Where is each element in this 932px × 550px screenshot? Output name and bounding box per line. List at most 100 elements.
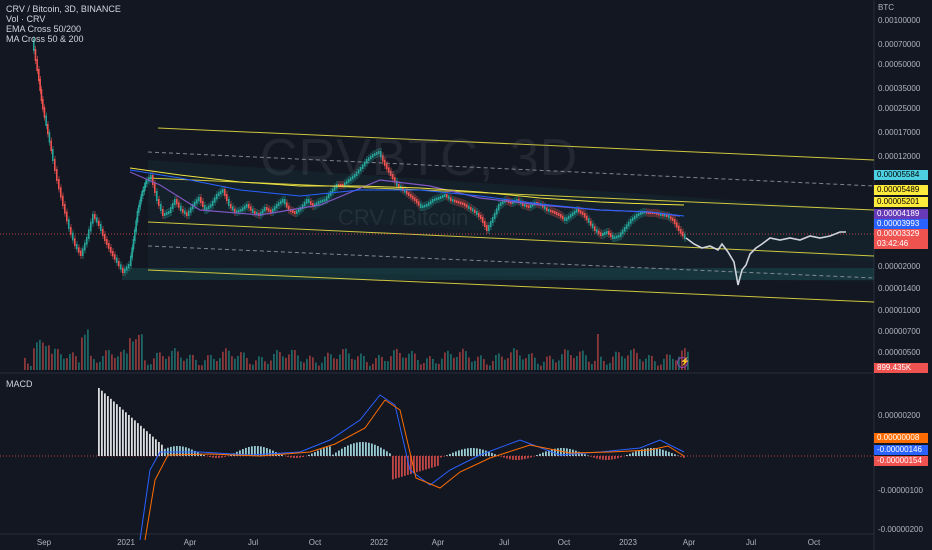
macd-hist-bar bbox=[632, 452, 634, 456]
volume-bar bbox=[285, 357, 287, 370]
macd-hist-bar bbox=[287, 456, 289, 457]
macd-hist-bar bbox=[395, 456, 397, 479]
price-axis-label: 0.00017000 bbox=[878, 128, 921, 137]
candle-body bbox=[214, 197, 216, 203]
macd-hist-bar bbox=[665, 450, 667, 456]
flash-icon[interactable]: ⚡ bbox=[677, 357, 690, 368]
candle-body bbox=[278, 202, 280, 206]
candle-body bbox=[328, 193, 330, 199]
candle-body bbox=[586, 215, 588, 221]
macd-hist-bar bbox=[473, 448, 475, 456]
macd-hist-bar bbox=[428, 456, 430, 469]
candle-body bbox=[166, 212, 168, 215]
volume-bar bbox=[192, 354, 194, 370]
macd-hist-bar bbox=[191, 449, 193, 456]
macd-hist-bar bbox=[173, 446, 175, 456]
candle-body bbox=[60, 187, 62, 198]
volume-bar bbox=[141, 334, 143, 370]
candle-body bbox=[33, 39, 35, 51]
volume-bar bbox=[42, 342, 44, 370]
volume-bar bbox=[174, 348, 176, 370]
volume-bar bbox=[534, 357, 536, 370]
macd-hist-bar bbox=[656, 448, 658, 456]
candle-body bbox=[272, 208, 274, 213]
candle-body bbox=[582, 211, 584, 215]
macd-hist-bar bbox=[641, 449, 643, 456]
candle-body bbox=[254, 211, 256, 214]
macd-hist-bar bbox=[644, 448, 646, 456]
legend-symbol[interactable]: CRV / Bitcoin, 3D, BINANCE bbox=[6, 4, 121, 14]
time-axis-label: Apr bbox=[432, 538, 445, 547]
macd-line-badge: -0.00000146 bbox=[874, 445, 928, 455]
volume-bar bbox=[573, 358, 575, 370]
macd-hist-bar bbox=[434, 456, 436, 467]
candle-body bbox=[158, 199, 160, 206]
macd-hist-bar bbox=[521, 456, 523, 460]
macd-hist-bar bbox=[302, 456, 304, 457]
candle-body bbox=[134, 229, 136, 241]
volume-bar bbox=[264, 361, 266, 370]
macd-hist-bar bbox=[335, 452, 337, 456]
volume-bar bbox=[180, 357, 182, 370]
candle-body bbox=[424, 204, 426, 208]
macd-hist-bar bbox=[461, 449, 463, 456]
macd-hist-bar bbox=[635, 451, 637, 456]
macd-hist-bar bbox=[389, 453, 391, 456]
macd-pane-label[interactable]: MACD bbox=[6, 379, 33, 389]
candle-body bbox=[152, 175, 154, 185]
candle-body bbox=[668, 215, 670, 219]
macd-hist-bar bbox=[476, 448, 478, 456]
volume-bar bbox=[120, 351, 122, 370]
candle-body bbox=[562, 215, 564, 220]
candle-body bbox=[290, 209, 292, 212]
price-axis-label: 0.00070000 bbox=[878, 40, 921, 49]
macd-hist-bar bbox=[452, 452, 454, 456]
macd-hist-bar bbox=[104, 393, 106, 456]
time-axis-label: Oct bbox=[558, 538, 571, 547]
candle-body bbox=[662, 214, 664, 217]
candle-body bbox=[144, 182, 147, 188]
macd-hist-bar bbox=[608, 456, 610, 460]
candle-body bbox=[334, 186, 336, 191]
candle-body bbox=[620, 232, 622, 237]
candle-body bbox=[598, 230, 600, 235]
macd-hist-bar bbox=[326, 447, 328, 456]
candle-body bbox=[524, 204, 526, 207]
candle-body bbox=[448, 195, 450, 200]
legend-volume[interactable]: Vol · CRV bbox=[6, 14, 46, 24]
volume-bar bbox=[24, 357, 26, 370]
legend-ema-cross[interactable]: EMA Cross 50/200 bbox=[6, 24, 82, 34]
candle-body bbox=[512, 201, 514, 204]
volume-bar bbox=[453, 357, 455, 370]
candle-body bbox=[288, 205, 290, 211]
legend-ma-cross[interactable]: MA Cross 50 & 200 bbox=[6, 34, 84, 44]
macd-hist-bar bbox=[425, 456, 427, 470]
volume-bar bbox=[153, 358, 155, 370]
candle-body bbox=[636, 214, 638, 218]
candle-body bbox=[286, 202, 288, 208]
macd-hist-bar bbox=[545, 451, 547, 456]
candle-body bbox=[568, 215, 570, 220]
macd-hist-bar bbox=[266, 448, 268, 456]
candle-body bbox=[280, 200, 282, 205]
candle-body bbox=[106, 239, 108, 245]
macd-hist-bar bbox=[323, 448, 325, 456]
macd-hist-bar bbox=[254, 446, 256, 456]
volume-bar bbox=[609, 362, 611, 370]
volume-bar bbox=[363, 355, 365, 370]
volume-bar bbox=[513, 348, 515, 370]
volume-bar bbox=[288, 354, 290, 370]
volume-bar bbox=[495, 354, 497, 370]
macd-hist-bar bbox=[386, 451, 388, 456]
macd-hist-bar bbox=[515, 456, 517, 460]
volume-bar bbox=[642, 361, 644, 370]
candle-body bbox=[632, 217, 634, 221]
volume-bar bbox=[309, 355, 311, 370]
volume-bar bbox=[114, 357, 116, 370]
candle-body bbox=[66, 211, 68, 222]
candle-body bbox=[132, 239, 135, 250]
volume-bar bbox=[210, 355, 212, 370]
macd-hist-bar bbox=[500, 456, 502, 457]
candle-body bbox=[56, 169, 58, 181]
